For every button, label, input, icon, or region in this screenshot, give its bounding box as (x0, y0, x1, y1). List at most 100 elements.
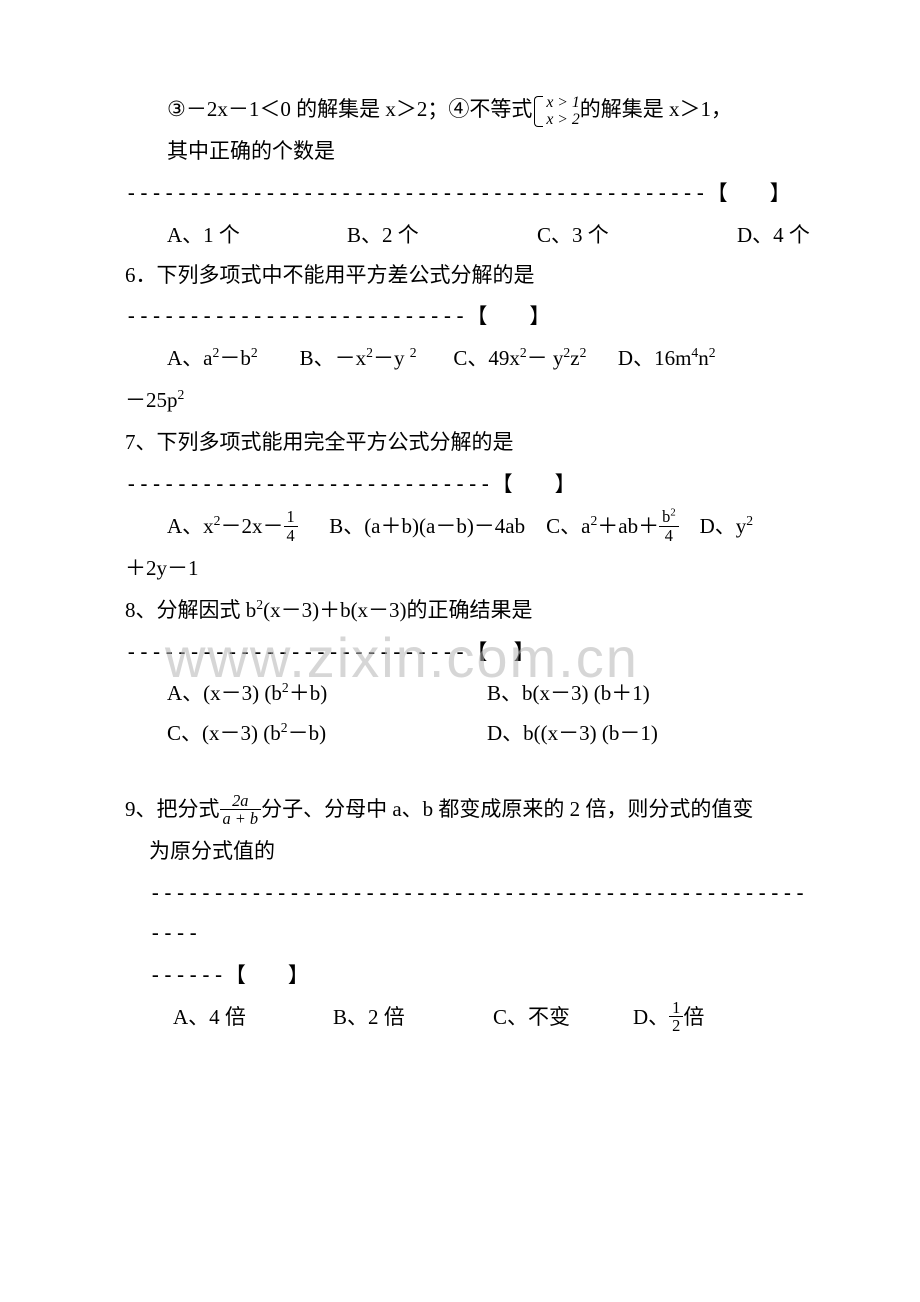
sup: 2 (251, 345, 258, 360)
q7-opt-d: D、y2 (700, 514, 754, 538)
sup: 2 (670, 508, 675, 519)
q5-opt-a: A、1 个 (167, 216, 347, 256)
text: C、a (546, 514, 590, 538)
dashes: ------ (149, 963, 225, 987)
brace-system: x > 1x > 2 (532, 94, 579, 129)
q6-opt-d: D、16m4n2 (618, 346, 716, 370)
q6-opt-a: A、a2－b2 (167, 346, 258, 370)
q5-opt-b: B、2 个 (347, 216, 537, 256)
q7-opt-b: B、(a＋b)(a－b)－4ab (329, 514, 525, 538)
sup: 2 (580, 345, 587, 360)
q8-opts-row1: A、(x－3) (b2＋b) B、b(x－3) (b＋1) (125, 674, 815, 714)
dashes: ----------------------------------------… (149, 881, 806, 945)
sup: 2 (282, 680, 289, 695)
q7-wrap: ＋2y－1 (125, 549, 815, 589)
q5-opt-d: D、4 个 (737, 216, 810, 256)
text: D、y (700, 514, 747, 538)
q8-opts-row2: C、(x－3) (b2－b) D、b((x－3) (b－1) (125, 714, 815, 754)
text: B、－x (300, 346, 367, 370)
q9-opt-a: A、4 倍 (173, 998, 333, 1038)
text: A、x (167, 514, 214, 538)
sup: 2 (281, 720, 288, 735)
q9-dashes2: ------【 】 (125, 956, 815, 996)
q5-part3-suffix: 的解集是 x＞1， (580, 97, 732, 121)
q5-opt-c: C、3 个 (537, 216, 737, 256)
numerator: b2 (659, 508, 679, 526)
q9-opt-b: B、2 倍 (333, 998, 493, 1038)
sys-row2: x > 2 (546, 111, 579, 128)
text: 8、分解因式 b (125, 598, 256, 622)
q8-opt-a: A、(x－3) (b2＋b) (167, 674, 487, 714)
text: n (698, 346, 709, 370)
sup: 2 (410, 345, 417, 360)
fraction: 2aa + b (220, 792, 262, 827)
sup: 2 (178, 387, 185, 402)
text: 倍 (683, 1005, 704, 1029)
q5-options: A、1 个 B、2 个 C、3 个 D、4 个 (125, 216, 815, 256)
q6-wrap: －25p2 (125, 381, 815, 421)
q6-opt-c: C、49x2－ y2z2 (453, 346, 586, 370)
q7-options-line: A、x2－2x－14 B、(a＋b)(a－b)－4ab C、a2＋ab＋b24 … (125, 507, 815, 547)
sup: 2 (366, 345, 373, 360)
sup: 2 (214, 513, 221, 528)
text: z (570, 346, 579, 370)
text: ＋b) (289, 681, 328, 705)
q8-opt-d: D、b((x－3) (b－1) (487, 714, 658, 754)
q6-options-line: A、a2－b2 B、－x2－y 2 C、49x2－ y2z2 D、16m4n2 (125, 339, 815, 379)
q8-stem: 8、分解因式 b2(x－3)＋b(x－3)的正确结果是 (125, 591, 815, 631)
spacer (125, 754, 815, 790)
q7-opt-a: A、x2－2x－14 (167, 514, 298, 538)
q5-part3-prefix: ③－2x－1＜0 的解集是 x＞2；④不等式 (167, 97, 532, 121)
denominator: a + b (220, 810, 262, 827)
text: D、 (633, 1005, 669, 1029)
q9-stem-line1: 9、把分式2aa + b分子、分母中 a、b 都变成原来的 2 倍，则分式的值变 (125, 790, 815, 830)
sup: 2 (520, 345, 527, 360)
fraction: 14 (284, 508, 298, 543)
q8-opt-c: C、(x－3) (b2－b) (167, 714, 487, 754)
text: － y (527, 346, 564, 370)
q7-stem: 7、下列多项式能用完全平方公式分解的是 (125, 423, 815, 463)
numerator: 1 (669, 999, 683, 1017)
fraction: b24 (659, 508, 679, 543)
q9-dashes1: ----------------------------------------… (125, 874, 815, 954)
sup: 2 (746, 513, 753, 528)
numerator: 2a (220, 792, 262, 810)
q9-opt-d: D、12倍 (633, 998, 704, 1038)
text: (x－3)＋b(x－3)的正确结果是 (263, 598, 532, 622)
text: C、(x－3) (b (167, 721, 281, 745)
sup: 2 (709, 345, 716, 360)
sys-row1: x > 1 (546, 94, 579, 111)
text: C、49x (453, 346, 520, 370)
denominator: 4 (284, 527, 298, 544)
fraction: 12 (669, 999, 683, 1034)
numerator: 1 (284, 508, 298, 526)
text: －25p (125, 388, 178, 412)
dashes: --------------------------- (125, 304, 466, 328)
q6-stem: 6．下列多项式中不能用平方差公式分解的是 (125, 256, 815, 296)
text: 9、把分式 (125, 797, 220, 821)
denominator: 4 (659, 527, 679, 544)
dashes: --------------------------- (125, 640, 466, 664)
q6-opt-b: B、－x2－y 2 (300, 346, 417, 370)
answer-box: 【 】 (225, 963, 309, 987)
text: A、a (167, 346, 213, 370)
q9-opt-c: C、不变 (493, 998, 633, 1038)
q5-line2: 其中正确的个数是 (125, 132, 815, 172)
text: A、(x－3) (b (167, 681, 282, 705)
q9-stem-line2: 为原分式值的 (125, 832, 815, 872)
q6-dashline: ---------------------------【 】 (125, 297, 815, 337)
answer-box: 【 】 (466, 304, 550, 328)
q7-dashline: -----------------------------【 】 (125, 465, 815, 505)
q8-dashline: ---------------------------【 】 (125, 633, 815, 673)
dashes: ----------------------------- (125, 472, 492, 496)
q5-dashline: ----------------------------------------… (125, 174, 815, 214)
answer-box: 【 】 (466, 640, 534, 664)
q8-opt-b: B、b(x－3) (b＋1) (487, 674, 650, 714)
text: 分子、分母中 a、b 都变成原来的 2 倍，则分式的值变 (261, 797, 753, 821)
q9-options: A、4 倍 B、2 倍 C、不变 D、12倍 (125, 998, 815, 1038)
dashes: ----------------------------------------… (125, 181, 707, 205)
denominator: 2 (669, 1017, 683, 1034)
text: －2x－ (221, 514, 284, 538)
answer-box: 【 】 (707, 181, 791, 205)
text: －b) (288, 721, 327, 745)
